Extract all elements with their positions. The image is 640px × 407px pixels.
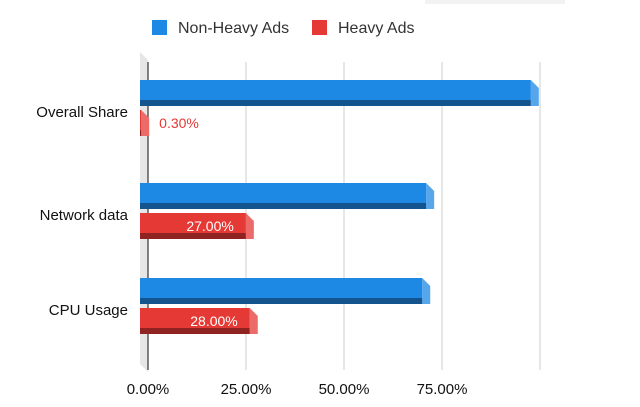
bar-front-face bbox=[140, 308, 250, 328]
bar-heavy bbox=[140, 308, 258, 334]
bar-non-heavy bbox=[140, 278, 431, 304]
bar-side-face bbox=[245, 213, 254, 239]
x-tick-label: 75.00% bbox=[417, 381, 468, 398]
bar-front-shadow bbox=[140, 130, 142, 136]
bar-side-face bbox=[422, 278, 431, 304]
category-label: Network data bbox=[40, 207, 129, 224]
legend-label: Heavy Ads bbox=[338, 20, 414, 37]
bar-non-heavy bbox=[140, 80, 539, 106]
bar-side-face bbox=[141, 110, 150, 136]
category-label: CPU Usage bbox=[49, 302, 128, 319]
x-tick-label: 0.00% bbox=[127, 381, 170, 398]
bar-front-face bbox=[140, 110, 142, 130]
bar-front-face bbox=[140, 213, 246, 233]
legend-swatch bbox=[152, 20, 167, 35]
bar-front-face bbox=[140, 183, 427, 203]
bar-non-heavy bbox=[140, 183, 435, 209]
bar-front-shadow bbox=[140, 233, 246, 239]
bar-front-shadow bbox=[140, 100, 531, 106]
x-tick-label: 25.00% bbox=[221, 381, 272, 398]
data-label: 28.00% bbox=[190, 313, 237, 329]
bar-heavy bbox=[140, 213, 254, 239]
legend-swatch bbox=[312, 20, 327, 35]
top-strip bbox=[425, 0, 565, 4]
bar-front-shadow bbox=[140, 328, 250, 334]
data-label: 0.30% bbox=[159, 115, 199, 131]
bar-side-face bbox=[530, 80, 539, 106]
bar-front-face bbox=[140, 80, 531, 100]
bar-heavy bbox=[140, 110, 150, 136]
bar-side-face bbox=[249, 308, 258, 334]
legend-label: Non-Heavy Ads bbox=[178, 20, 289, 37]
data-label: 27.00% bbox=[186, 218, 233, 234]
bar-front-face bbox=[140, 278, 423, 298]
category-label: Overall Share bbox=[36, 104, 128, 121]
bar-front-shadow bbox=[140, 298, 423, 304]
x-tick-label: 50.00% bbox=[319, 381, 370, 398]
bar-front-shadow bbox=[140, 203, 427, 209]
bar-side-face bbox=[426, 183, 435, 209]
